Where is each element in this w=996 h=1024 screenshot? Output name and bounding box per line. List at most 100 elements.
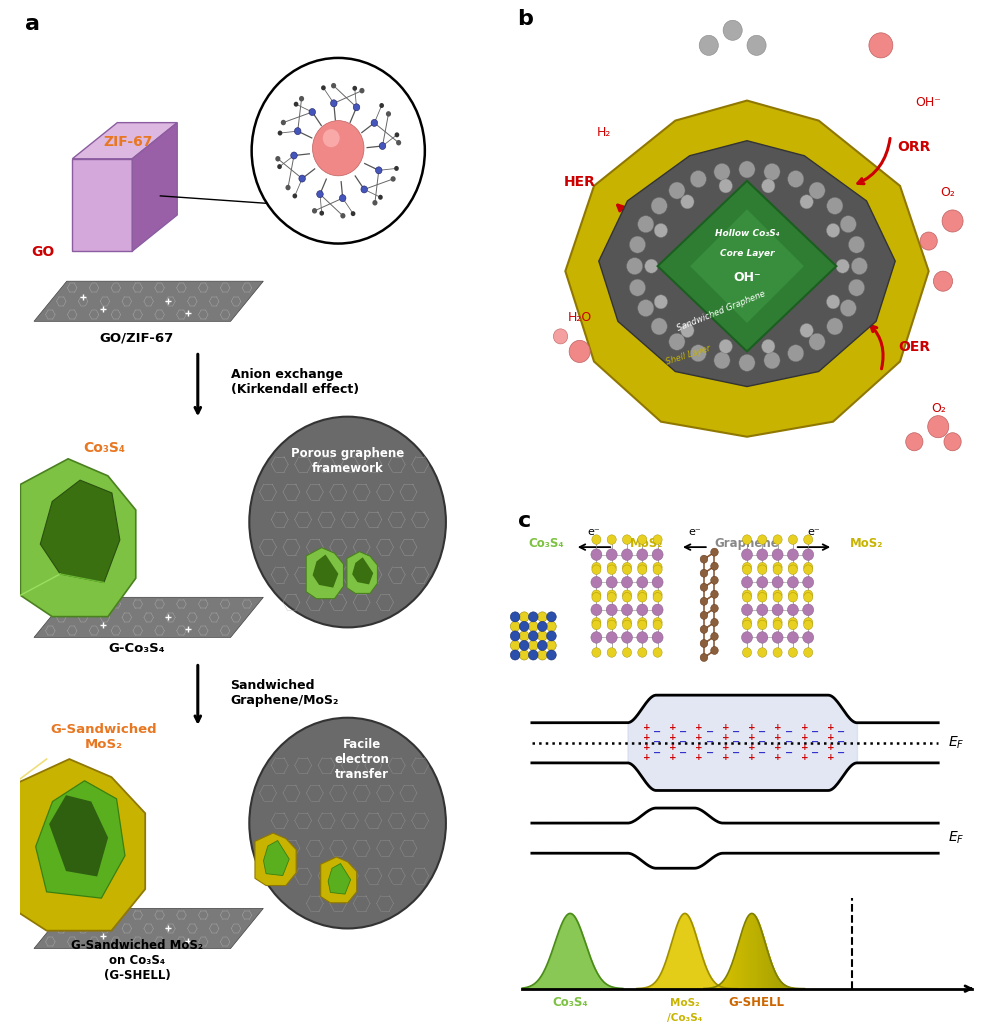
Circle shape (700, 597, 708, 605)
Circle shape (849, 280, 865, 296)
Circle shape (320, 211, 324, 216)
Text: +: + (722, 723, 729, 732)
Circle shape (764, 352, 780, 369)
Text: +: + (669, 733, 676, 742)
Text: −: − (785, 737, 793, 748)
Circle shape (711, 633, 718, 640)
Circle shape (827, 317, 843, 335)
Circle shape (711, 548, 718, 556)
Circle shape (510, 640, 520, 650)
Circle shape (529, 631, 538, 641)
Circle shape (742, 648, 752, 657)
Circle shape (592, 593, 601, 602)
Circle shape (757, 632, 768, 643)
Circle shape (804, 535, 813, 545)
Circle shape (827, 198, 843, 214)
Text: +: + (695, 733, 703, 742)
Circle shape (353, 86, 358, 91)
Text: +: + (827, 723, 835, 732)
Circle shape (809, 333, 825, 350)
Text: +: + (695, 743, 703, 753)
Circle shape (323, 129, 340, 147)
Circle shape (711, 577, 718, 585)
Circle shape (341, 213, 346, 218)
Circle shape (592, 562, 601, 572)
Circle shape (390, 176, 395, 181)
Circle shape (652, 632, 663, 643)
Circle shape (788, 170, 804, 187)
Text: O₂: O₂ (940, 186, 955, 199)
Polygon shape (328, 863, 351, 894)
Circle shape (789, 562, 798, 572)
Circle shape (653, 535, 662, 545)
Circle shape (569, 340, 591, 362)
Text: Anion exchange
(Kirkendall effect): Anion exchange (Kirkendall effect) (230, 368, 359, 395)
Circle shape (800, 324, 814, 338)
Text: −: − (732, 727, 740, 737)
Polygon shape (34, 282, 263, 322)
Text: −: − (837, 748, 846, 758)
Circle shape (607, 549, 618, 560)
Text: H₂: H₂ (597, 126, 611, 138)
Text: −: − (653, 737, 661, 748)
Circle shape (622, 562, 631, 572)
Circle shape (529, 622, 538, 632)
Circle shape (840, 300, 857, 316)
Circle shape (331, 83, 337, 88)
Polygon shape (20, 459, 135, 616)
Circle shape (869, 33, 892, 58)
Circle shape (636, 577, 647, 588)
Circle shape (700, 653, 708, 662)
Circle shape (788, 632, 799, 643)
Polygon shape (347, 552, 377, 594)
Text: +: + (801, 754, 808, 763)
Circle shape (773, 565, 782, 574)
Circle shape (758, 565, 767, 574)
Circle shape (378, 195, 382, 200)
Circle shape (607, 632, 618, 643)
Polygon shape (599, 140, 895, 386)
Circle shape (758, 562, 767, 572)
Text: −: − (653, 748, 661, 758)
Circle shape (331, 99, 337, 106)
Circle shape (789, 621, 798, 630)
Circle shape (719, 339, 732, 353)
Text: +: + (748, 754, 756, 763)
Circle shape (510, 612, 520, 622)
Circle shape (291, 152, 297, 159)
Circle shape (591, 632, 602, 643)
Polygon shape (132, 123, 177, 251)
Text: −: − (679, 727, 687, 737)
Circle shape (788, 577, 799, 588)
Circle shape (804, 593, 813, 602)
Circle shape (520, 640, 529, 650)
Circle shape (773, 621, 782, 630)
Text: Graphene: Graphene (714, 538, 780, 550)
Polygon shape (264, 841, 289, 876)
Circle shape (538, 612, 547, 622)
Text: −: − (811, 727, 819, 737)
Polygon shape (36, 780, 124, 898)
Polygon shape (73, 123, 177, 159)
Text: e⁻: e⁻ (688, 526, 701, 537)
Circle shape (637, 648, 646, 657)
Text: OH⁻: OH⁻ (733, 271, 761, 285)
Circle shape (680, 195, 694, 209)
Circle shape (653, 648, 662, 657)
Circle shape (762, 179, 775, 193)
Text: +: + (774, 723, 782, 732)
Circle shape (547, 631, 556, 641)
Circle shape (741, 632, 753, 643)
Circle shape (637, 216, 654, 232)
Text: /Co₃S₄: /Co₃S₄ (667, 1014, 702, 1023)
Circle shape (608, 562, 617, 572)
Circle shape (592, 648, 601, 657)
Text: GO/ZIF-67: GO/ZIF-67 (100, 332, 174, 344)
Text: +: + (748, 733, 756, 742)
Circle shape (757, 604, 768, 615)
Circle shape (529, 650, 538, 660)
Circle shape (773, 535, 782, 545)
Circle shape (927, 416, 949, 437)
Text: G-Sandwiched MoS₂
on Co₃S₄
(G-SHELL): G-Sandwiched MoS₂ on Co₃S₄ (G-SHELL) (71, 939, 203, 982)
Circle shape (321, 85, 326, 90)
